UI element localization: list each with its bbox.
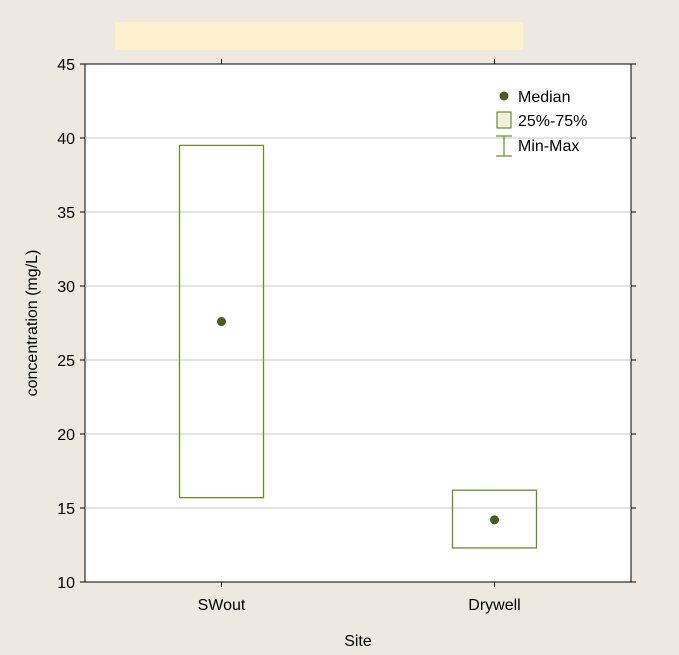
- iqr-box: [178, 144, 265, 499]
- y-tick-label: 10: [57, 575, 75, 592]
- median-point: [490, 515, 499, 525]
- box-series: [178, 144, 538, 549]
- legend-range-icon: [496, 135, 512, 157]
- x-axis-title: Site: [344, 633, 372, 650]
- legend: Median 25%-75% Min-Max: [496, 89, 587, 157]
- legend-iqr-label: 25%-75%: [518, 113, 587, 130]
- grid-lines: [85, 137, 631, 509]
- y-axis-title: concentration (mg/L): [24, 250, 41, 397]
- y-tick-label: 40: [57, 131, 75, 148]
- iqr-box: [451, 489, 538, 549]
- legend-range-label: Min-Max: [518, 138, 579, 155]
- y-tick-label: 35: [57, 205, 75, 222]
- legend-iqr-icon: [496, 111, 512, 129]
- x-tick-label: SWout: [198, 597, 246, 614]
- legend-median-label: Median: [518, 89, 570, 106]
- x-tick-label: Drywell: [468, 597, 520, 614]
- y-tick-label: 45: [57, 57, 75, 74]
- x-axis: SWout Drywell: [198, 59, 521, 614]
- plot-area: [84, 63, 632, 583]
- y-tick-label: 25: [57, 353, 75, 370]
- median-point: [217, 317, 226, 327]
- title-band: [115, 22, 523, 50]
- y-axis: 10 15 20 25 30 35 40 45: [57, 57, 636, 592]
- y-tick-label: 30: [57, 279, 75, 296]
- legend-median-icon: [499, 91, 509, 101]
- y-tick-label: 15: [57, 501, 75, 518]
- y-tick-label: 20: [57, 427, 75, 444]
